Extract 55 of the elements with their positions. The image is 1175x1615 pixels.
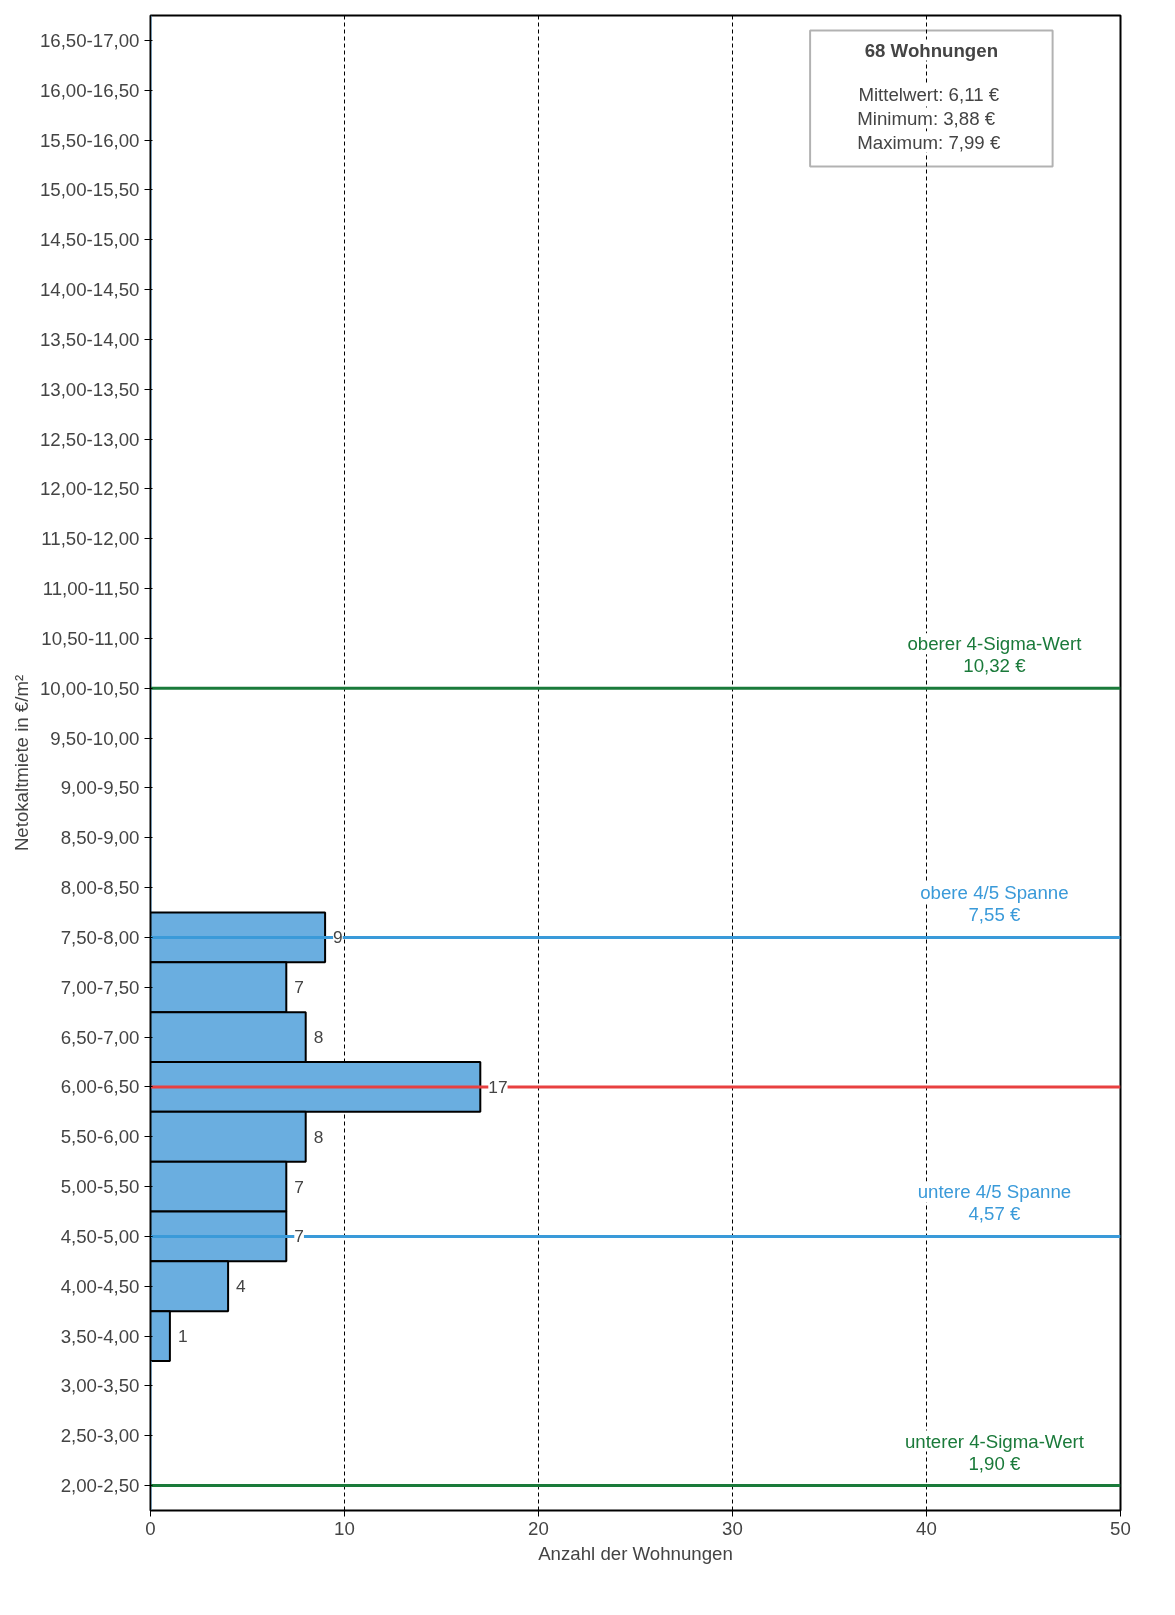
data-label: 4	[236, 1276, 247, 1297]
data-label: 9	[333, 927, 343, 948]
y-tick-label: 6,00-6,50	[60, 1076, 140, 1098]
y-tick-label: 16,00-16,50	[39, 79, 140, 101]
annotation: Minimum: 3,88 €	[857, 107, 996, 129]
x-tick-label: 50	[1110, 1517, 1131, 1539]
data-label: 1	[177, 1326, 188, 1347]
y-tick-label: 9,00-9,50	[60, 777, 140, 799]
data-label: 17	[488, 1076, 508, 1097]
y-tick-label: 3,50-4,00	[60, 1325, 140, 1347]
y-tick-label: 13,00-13,50	[39, 378, 140, 400]
x-tick-label: 30	[722, 1517, 743, 1539]
annotation: Mittelwert: 6,11 €	[858, 83, 1000, 105]
y-tick-label: 8,50-9,00	[60, 827, 140, 849]
y-tick-label: 10,00-10,50	[39, 677, 140, 699]
data-label: 7	[294, 977, 304, 998]
y-tick-label: 5,00-5,50	[60, 1176, 140, 1198]
data-label: 8	[313, 1027, 324, 1048]
y-tick-label: 5,50-6,00	[60, 1126, 140, 1148]
ref-line-label: obere 4/5 Spanne 7,55 €	[920, 882, 1069, 926]
x-tick-label: 40	[916, 1517, 937, 1539]
y-tick-label: 8,00-8,50	[60, 877, 140, 899]
y-tick-label: 11,50-12,00	[41, 528, 140, 550]
y-tick-label: 11,00-11,50	[42, 578, 140, 600]
y-tick-label: 4,50-5,00	[60, 1225, 140, 1247]
y-tick-label: 7,50-8,00	[60, 926, 140, 948]
ref-line-label: untere 4/5 Spanne 4,57 €	[917, 1181, 1072, 1225]
y-tick-label: 15,50-16,00	[39, 129, 140, 151]
y-tick-label: 14,50-15,00	[39, 229, 140, 251]
x-tick-label: 10	[334, 1517, 355, 1539]
y-tick-label: 12,00-12,50	[39, 478, 140, 500]
y-tick-label: 13,50-14,00	[39, 328, 140, 350]
y-tick-label: 2,00-2,50	[60, 1475, 140, 1497]
x-tick-label: 0	[145, 1517, 156, 1539]
annotation: Maximum: 7,99 €	[857, 131, 1001, 153]
y-tick-label: 2,50-3,00	[60, 1425, 140, 1447]
data-label: 7	[294, 1226, 304, 1247]
y-tick-label: 3,00-3,50	[60, 1375, 140, 1397]
ref-line-label: unterer 4-Sigma-Wert 1,90 €	[904, 1430, 1085, 1474]
data-label: 7	[294, 1176, 304, 1197]
y-tick-label: 4,00-4,50	[60, 1275, 140, 1297]
y-tick-label: 14,00-14,50	[39, 279, 140, 301]
y-tick-label: 9,50-10,00	[50, 727, 140, 749]
data-label: 8	[313, 1126, 324, 1147]
ref-line-label: oberer 4-Sigma-Wert 10,32 €	[907, 633, 1083, 677]
y-tick-label: 15,00-15,50	[39, 179, 140, 201]
annotation: 68 Wohnungen	[864, 39, 999, 61]
y-tick-label: 6,50-7,00	[60, 1026, 140, 1048]
y-tick-label: 12,50-13,00	[39, 428, 140, 450]
y-tick-label: 10,50-11,00	[41, 627, 140, 649]
x-axis-title: Anzahl der Wohnungen	[538, 1542, 733, 1564]
x-tick-label: 20	[528, 1517, 549, 1539]
y-tick-label: 16,50-17,00	[39, 29, 140, 51]
y-axis-title: Netokaltmiete in €/m²	[10, 674, 32, 852]
y-tick-label: 7,00-7,50	[60, 976, 140, 998]
